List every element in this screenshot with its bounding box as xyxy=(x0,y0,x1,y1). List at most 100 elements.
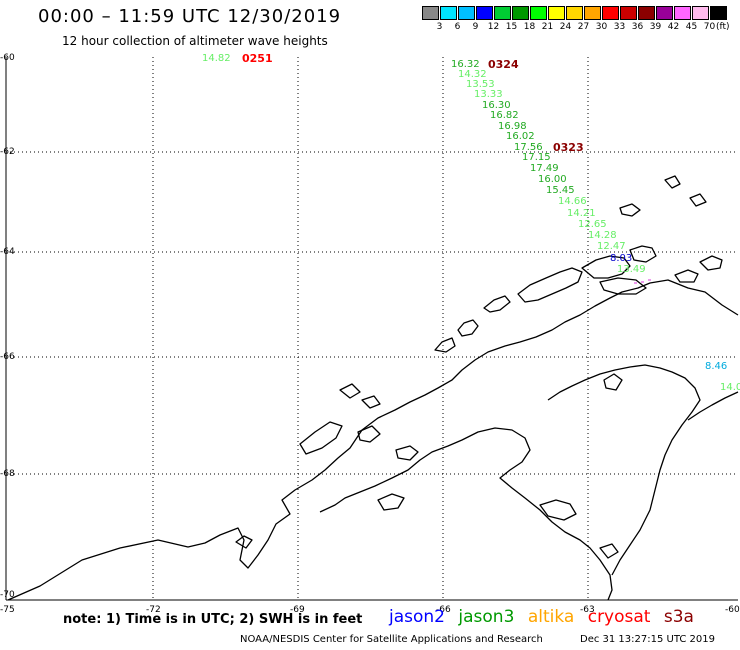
lat-label: -68 xyxy=(0,469,15,479)
s3a-track-marks xyxy=(634,279,651,284)
wave-height-value: 16.02 xyxy=(506,131,535,142)
island-coast xyxy=(581,255,631,279)
wave-height-value: 16.30 xyxy=(482,100,511,111)
color-swatch xyxy=(674,6,691,20)
longitude-labels: -75 -72 -69 -66 -63 -60 xyxy=(0,605,740,615)
island-coast xyxy=(483,295,511,313)
color-scale-label: 33 xyxy=(613,22,626,32)
island-coast xyxy=(434,337,456,353)
island-coast xyxy=(517,267,583,303)
color-scale-label: 30 xyxy=(595,22,608,32)
track-labels: 0251 0324 0323 xyxy=(242,52,584,154)
coastline-east xyxy=(687,391,739,421)
legend-item-s3a: s3a xyxy=(663,607,694,627)
color-swatch xyxy=(422,6,439,20)
wave-height-value: 8.46 xyxy=(705,361,727,372)
wave-height-value: 13.33 xyxy=(474,89,503,100)
island-coast xyxy=(689,193,707,207)
lon-label: -69 xyxy=(290,605,305,615)
track-time-label: 0323 xyxy=(553,141,584,154)
chart-title: 00:00 – 11:59 UTC 12/30/2019 xyxy=(38,6,342,27)
color-scale-label: 45 xyxy=(685,22,698,32)
color-swatch xyxy=(530,6,547,20)
color-swatch xyxy=(512,6,529,20)
color-swatch xyxy=(638,6,655,20)
coastline-inner xyxy=(319,427,613,601)
lat-label: -70 xyxy=(0,590,15,600)
track-mark xyxy=(641,281,644,283)
wave-height-value: 12.65 xyxy=(578,219,607,230)
color-swatch xyxy=(548,6,565,20)
corner-label: -75 xyxy=(0,605,15,615)
wave-height-observations: 14.82 16.32 14.32 13.53 13.33 16.30 16.8… xyxy=(202,53,740,393)
wave-height-value: 14.0 xyxy=(720,382,740,393)
color-scale-unit: (ft) xyxy=(716,22,730,32)
satellite-legend: jason2 jason3 altika cryosat s3a xyxy=(389,607,702,627)
color-scale-label: 6 xyxy=(454,22,461,32)
track-time-label: 0251 xyxy=(242,52,273,65)
color-swatch xyxy=(476,6,493,20)
color-scale-label: 36 xyxy=(631,22,644,32)
lat-label: -60 xyxy=(0,53,15,63)
wave-height-value: 17.56 xyxy=(514,142,543,153)
wave-height-value: 14.32 xyxy=(458,69,487,80)
lon-label: -72 xyxy=(146,605,161,615)
island-coast xyxy=(395,445,419,461)
track-mark xyxy=(648,279,651,281)
color-scale-label: 18 xyxy=(523,22,536,32)
chart-subtitle: 12 hour collection of altimeter wave hei… xyxy=(62,34,328,48)
island-coast xyxy=(357,425,381,443)
color-scale-label: 12 xyxy=(487,22,500,32)
wave-height-value: 14.66 xyxy=(558,196,587,207)
corner-label: -60 xyxy=(725,605,740,615)
island-coast xyxy=(235,535,253,549)
wave-height-value: 12.47 xyxy=(597,241,626,252)
island-coast xyxy=(377,493,405,511)
wave-height-value: 8.03 xyxy=(610,253,632,264)
island-coast xyxy=(603,373,623,391)
wave-height-value: 14.28 xyxy=(588,230,617,241)
wave-height-value: 14.21 xyxy=(567,208,596,219)
color-swatch xyxy=(602,6,619,20)
color-swatch xyxy=(458,6,475,20)
color-scale-label: 70 xyxy=(703,22,716,32)
color-swatch xyxy=(584,6,601,20)
color-scale-label: 3 xyxy=(436,22,443,32)
wave-height-value: 16.82 xyxy=(490,110,519,121)
color-scale-label: 42 xyxy=(667,22,680,32)
credit-text: NOAA/NESDIS Center for Satellite Applica… xyxy=(240,634,543,645)
legend-item-cryosat: cryosat xyxy=(587,607,651,627)
coastline-east xyxy=(547,364,701,576)
color-scale-label: 9 xyxy=(472,22,479,32)
island-coast xyxy=(664,175,681,189)
color-scale-label: 21 xyxy=(541,22,554,32)
color-scale-label: 39 xyxy=(649,22,662,32)
lat-label: -62 xyxy=(0,147,15,157)
legend-item-jason3: jason3 xyxy=(458,607,515,627)
wave-height-value: 13.53 xyxy=(466,79,495,90)
lat-label: -64 xyxy=(0,247,15,257)
color-swatch xyxy=(692,6,709,20)
track-mark xyxy=(634,282,637,284)
wave-height-value: 16.32 xyxy=(451,59,480,70)
legend-item-altika: altika xyxy=(527,607,575,627)
color-scale-label: 15 xyxy=(505,22,518,32)
wave-height-value: 17.15 xyxy=(522,152,551,163)
island-coast xyxy=(361,395,381,409)
generated-timestamp: Dec 31 13:27:15 UTC 2019 xyxy=(580,634,715,645)
lon-label: -66 xyxy=(436,605,451,615)
island-coast xyxy=(619,203,641,217)
color-scale-label: 27 xyxy=(577,22,590,32)
island-coast xyxy=(674,269,699,283)
island-coast xyxy=(299,421,343,455)
color-swatch xyxy=(710,6,727,20)
coastline xyxy=(7,175,739,601)
color-swatch xyxy=(566,6,583,20)
color-swatch xyxy=(440,6,457,20)
wave-height-value: 15.45 xyxy=(546,185,575,196)
wave-height-value: 17.49 xyxy=(530,163,559,174)
island-coast xyxy=(599,543,619,559)
track-time-label: 0324 xyxy=(488,58,519,71)
lon-label: -63 xyxy=(580,605,595,615)
